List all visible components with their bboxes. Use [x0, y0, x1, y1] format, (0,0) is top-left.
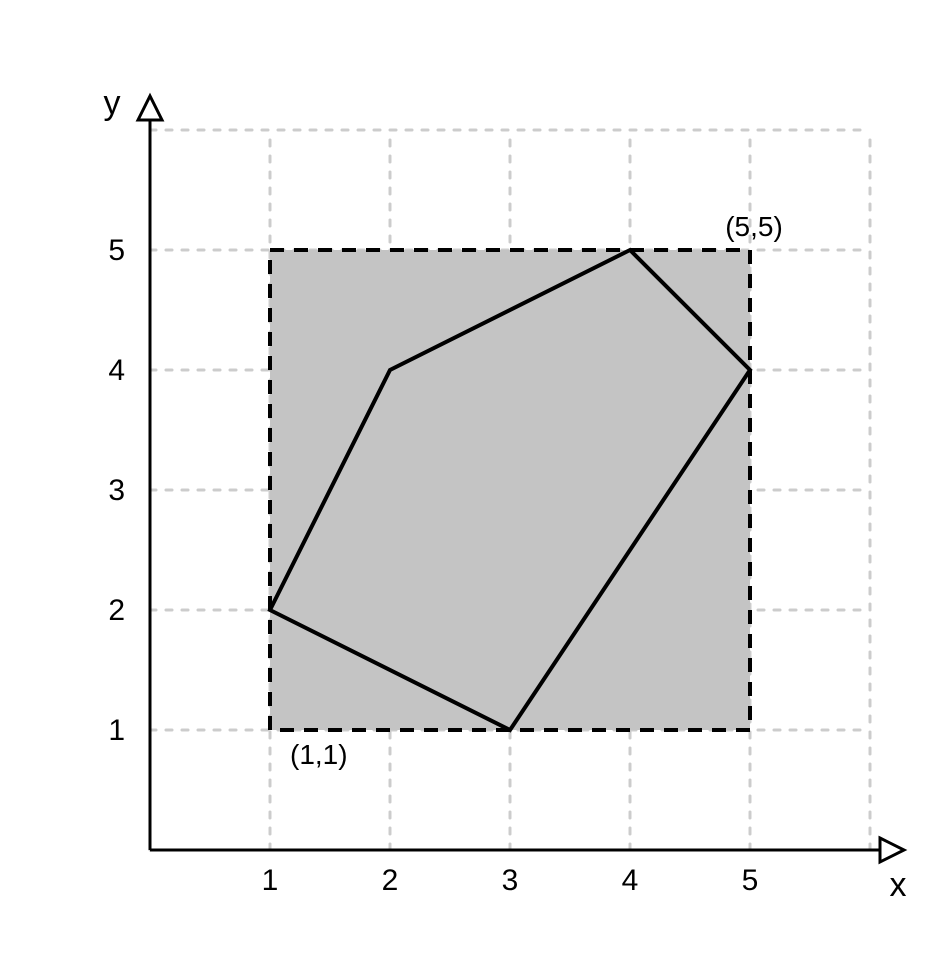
x-tick-label: 2 [382, 864, 399, 897]
bounding-box [270, 250, 750, 730]
y-tick-label: 5 [108, 234, 125, 267]
y-tick-label: 1 [108, 714, 125, 747]
x-tick-label: 5 [742, 864, 759, 897]
y-tick-label: 2 [108, 594, 125, 627]
bbox-upper-label: (5,5) [725, 211, 783, 242]
y-tick-label: 3 [108, 474, 125, 507]
y-axis-label: y [104, 84, 121, 122]
coordinate-chart: 1 2 3 4 5 1 2 3 4 5 x y (1,1) (5,5) [0, 0, 936, 957]
x-axis-label: x [890, 866, 907, 904]
y-tick-label: 4 [108, 354, 125, 387]
x-tick-label: 3 [502, 864, 519, 897]
x-tick-label: 1 [262, 864, 279, 897]
bbox-lower-label: (1,1) [290, 739, 348, 770]
x-tick-label: 4 [622, 864, 639, 897]
